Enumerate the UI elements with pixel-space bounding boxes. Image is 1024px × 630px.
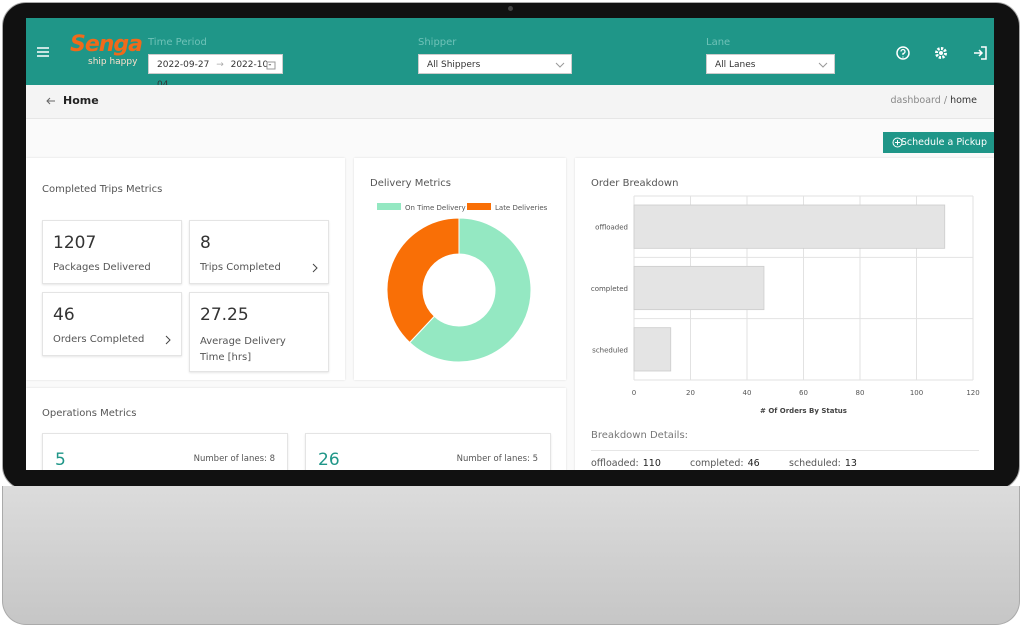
y-tick-label: offloaded: [595, 224, 628, 232]
lane-value: All Lanes: [715, 60, 756, 70]
logo: Senga: [70, 32, 143, 57]
plus-icon: [892, 137, 903, 148]
detail-value: 110: [642, 458, 661, 469]
x-tick-label: 60: [799, 389, 808, 397]
donut-chart: On Time Delivery Late Deliveries: [377, 203, 548, 363]
bar: [633, 265, 765, 311]
legend-swatch: [377, 203, 401, 210]
crumb: home: [950, 95, 977, 106]
order-card: Order Breakdown 0 20 40 60 80 100 120 offloaded…: [575, 158, 994, 470]
start-date: 2022-09-27: [157, 60, 210, 70]
y-tick-label: scheduled: [592, 346, 628, 354]
details-title: Breakdown Details:: [591, 430, 689, 441]
completed-trips-card: Completed Trips Metrics 1207 Packages Del…: [26, 158, 345, 380]
metric-label: Trips Completed: [200, 262, 281, 273]
tagline: ship happy: [88, 57, 138, 67]
card-title: Order Breakdown: [591, 178, 679, 189]
camera: [508, 6, 513, 11]
metric-card: 1207 Packages Delivered: [42, 220, 182, 284]
detail-item: offloaded: 110: [591, 458, 661, 469]
lane-select[interactable]: All Lanes: [706, 54, 835, 74]
y-tick-label: completed: [591, 285, 628, 293]
ops-card: 26 Number of lanes: 5: [305, 433, 551, 470]
shipper-select[interactable]: All Shippers: [418, 54, 572, 74]
chevron: [818, 62, 828, 68]
crumb-separator: /: [943, 95, 948, 106]
detail-label: offloaded:: [591, 458, 639, 469]
detail-value: 46: [747, 458, 760, 469]
shipper-value: All Shippers: [427, 60, 481, 70]
ops-value: 5: [55, 450, 66, 470]
legend-swatch: [467, 203, 491, 210]
bar: [633, 204, 946, 249]
delivery-card: Delivery Metrics On Time Delivery Late De…: [354, 158, 566, 380]
time-period-label: Time Period: [148, 37, 207, 48]
settings-icon[interactable]: [934, 46, 948, 60]
metric-card[interactable]: 8 Trips Completed: [189, 220, 329, 284]
arrow: →: [216, 60, 224, 70]
detail-label: scheduled:: [789, 458, 841, 469]
menu-icon[interactable]: [36, 46, 50, 58]
crumb[interactable]: dashboard: [890, 95, 941, 106]
card-title: Delivery Metrics: [370, 178, 451, 189]
shipper-label: Shipper: [418, 37, 457, 48]
metric-value: 1207: [53, 233, 97, 253]
x-tick-label: 80: [856, 389, 865, 397]
x-tick-label: 20: [686, 389, 695, 397]
metric-value: 46: [53, 305, 75, 325]
help-icon[interactable]: [896, 46, 910, 60]
ops-label: Number of lanes: 8: [193, 454, 275, 464]
chevron: [555, 62, 565, 68]
operations-card: Operations Metrics 5 Number of lanes: 8 2…: [26, 388, 566, 470]
breadcrumb-bar: Home dashboard / home: [26, 85, 994, 119]
divider: [591, 450, 979, 451]
detail-value: 13: [844, 458, 857, 469]
card-title: Operations Metrics: [42, 408, 137, 419]
bar: [633, 327, 672, 372]
monitor-chin: [2, 486, 1020, 625]
card-title: Completed Trips Metrics: [42, 184, 163, 195]
x-tick-label: 120: [966, 389, 979, 397]
metric-label: Orders Completed: [53, 334, 145, 345]
legend-label: On Time Delivery: [405, 204, 466, 212]
x-tick-label: 40: [743, 389, 752, 397]
schedule-label: Schedule a Pickup: [900, 137, 987, 148]
donut-segment: [386, 217, 460, 344]
detail-label: completed:: [690, 458, 744, 469]
x-tick-label: 0: [632, 389, 636, 397]
back-icon[interactable]: [46, 97, 56, 105]
ops-card: 5 Number of lanes: 8: [42, 433, 288, 470]
chevron: [312, 263, 318, 273]
detail-item: scheduled: 13: [789, 458, 857, 469]
donut-segment: [409, 217, 532, 363]
metric-value: 27.25: [200, 305, 249, 325]
legend-label: Late Deliveries: [495, 204, 548, 212]
x-tick-label: 100: [910, 389, 923, 397]
metric-card: 27.25 Average Delivery Time [hrs]: [189, 292, 329, 372]
schedule-button[interactable]: Schedule a Pickup: [883, 132, 994, 153]
breadcrumb: dashboard / home: [891, 95, 977, 106]
screen: Senga ship happy Time Period 2022-09-27 …: [26, 18, 994, 470]
chevron: [165, 335, 171, 345]
metric-label: Packages Delivered: [53, 262, 151, 273]
logout-icon[interactable]: [973, 46, 987, 60]
ops-value: 26: [318, 450, 340, 470]
lane-label: Lane: [706, 37, 731, 48]
x-axis-title: # Of Orders By Status: [760, 407, 847, 415]
calendar-icon: [266, 61, 276, 70]
metric-value: 8: [200, 233, 211, 253]
header: Senga ship happy Time Period 2022-09-27 …: [26, 18, 994, 90]
detail-item: completed: 46: [690, 458, 760, 469]
metric-card[interactable]: 46 Orders Completed: [42, 292, 182, 356]
page-title: Home: [63, 94, 99, 107]
date-range[interactable]: 2022-09-27 → 2022-10-04: [148, 54, 283, 90]
metric-label: Average Delivery Time [hrs]: [200, 336, 286, 363]
ops-label: Number of lanes: 5: [456, 454, 538, 464]
bar-chart: 0 20 40 60 80 100 120 offloaded completed schedul…: [591, 195, 980, 415]
